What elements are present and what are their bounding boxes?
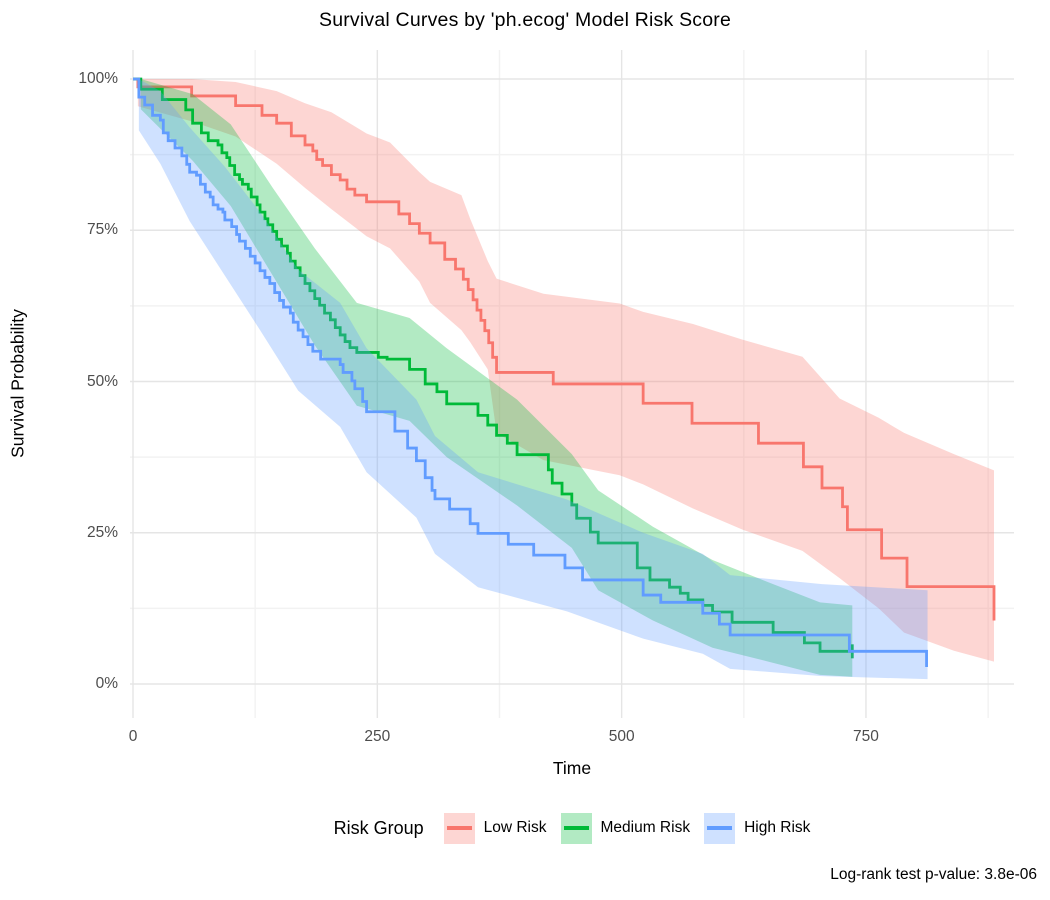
y-tick-label: 0%	[95, 675, 118, 692]
y-axis-title: Survival Probability	[7, 309, 28, 458]
y-tick-label: 25%	[86, 523, 118, 541]
x-tick-label: 750	[853, 728, 879, 745]
pvalue-caption: Log-rank test p-value: 3.8e-06	[830, 866, 1037, 883]
legend-item-low-risk[interactable]: Low Risk	[443, 812, 547, 844]
x-tick-label: 0	[128, 728, 138, 745]
legend-item-high-risk[interactable]: High Risk	[704, 812, 811, 844]
low-risk-key-swatch	[443, 812, 475, 844]
high-risk-key-line-icon	[707, 825, 733, 830]
low-risk-key-line-icon	[446, 825, 472, 830]
medium-risk-survival-curve	[133, 77, 853, 653]
high-risk-key-swatch	[704, 812, 736, 844]
x-axis-title: Time	[552, 758, 592, 778]
page-title: Survival Curves by 'ph.ecog' Model Risk …	[318, 9, 732, 31]
legend-item-medium-risk[interactable]: Medium Risk	[560, 812, 691, 844]
y-tick-label: 100%	[78, 70, 118, 87]
y-tick-label: 75%	[86, 221, 118, 239]
medium-risk-key-swatch	[560, 812, 592, 844]
legend-label-high-risk: High Risk	[744, 819, 811, 836]
legend-title: Risk Group	[333, 817, 424, 838]
low-risk-survival-curve	[133, 77, 996, 621]
high-risk-confidence-ribbon	[138, 79, 928, 680]
legend-label-medium-risk: Medium Risk	[600, 819, 691, 836]
x-tick-label: 500	[608, 728, 635, 745]
medium-risk-key-line-icon	[563, 825, 589, 830]
legend-label-low-risk: Low Risk	[483, 819, 547, 836]
medium-risk-confidence-ribbon	[140, 79, 853, 677]
legend: Risk Group Low Risk Medium Risk High Ris…	[130, 806, 1014, 850]
x-tick-label: 250	[364, 728, 391, 745]
y-tick-label: 50%	[86, 372, 118, 390]
low-risk-confidence-ribbon	[137, 79, 995, 662]
high-risk-survival-curve	[133, 77, 928, 668]
